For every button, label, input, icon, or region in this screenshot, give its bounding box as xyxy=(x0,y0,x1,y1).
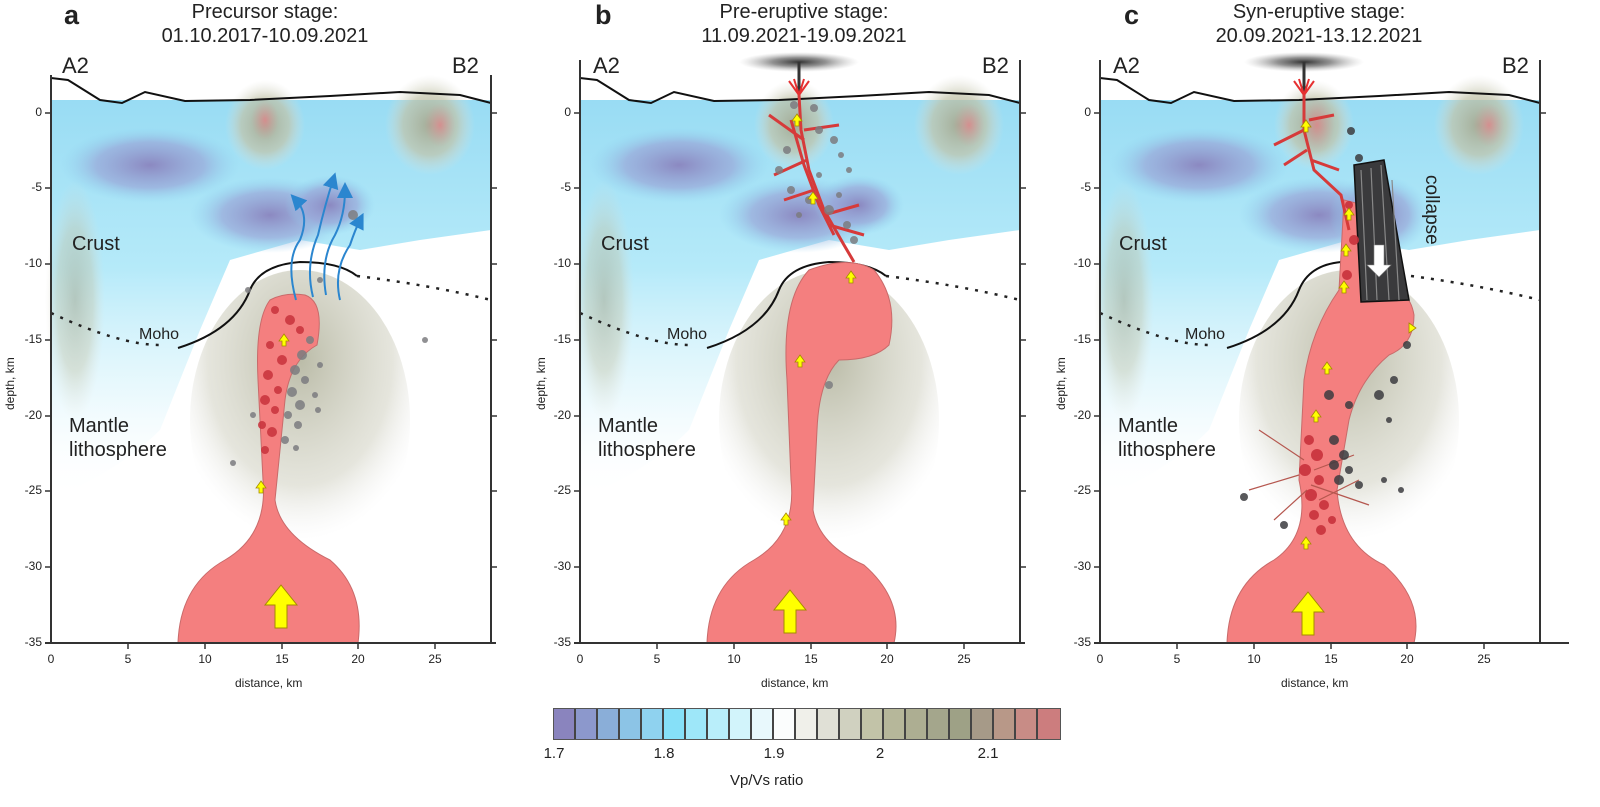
large-arrow-icon xyxy=(772,589,808,634)
endpoint-a2: A2 xyxy=(62,53,89,78)
colorbar-cell xyxy=(884,709,906,739)
small-arrow-icon xyxy=(1338,280,1350,294)
colorbar-cell xyxy=(752,709,774,739)
dike-network xyxy=(1273,95,1351,231)
colorbar-cell xyxy=(598,709,620,739)
stage-dates: 20.09.2021-13.12.2021 xyxy=(1215,25,1423,47)
small-arrow-icon xyxy=(1310,409,1322,423)
large-arrow-icon xyxy=(263,584,299,629)
cross-section-plot xyxy=(45,75,497,649)
small-arrow-icon xyxy=(1300,119,1312,133)
vpvs-colorbar xyxy=(553,708,1061,740)
small-arrow-icon xyxy=(1300,536,1312,550)
stage-dates: 11.09.2021-19.09.2021 xyxy=(701,25,907,47)
mantle-lithosphere-label: Mantle lithosphere xyxy=(1118,415,1216,461)
colorbar-cell xyxy=(1016,709,1038,739)
endpoint-b2: B2 xyxy=(982,53,1009,78)
colorbar-cell xyxy=(554,709,576,739)
grey-hypocenters xyxy=(775,101,858,389)
small-arrow-icon xyxy=(794,354,806,368)
colorbar-cell xyxy=(576,709,598,739)
colorbar-cell xyxy=(862,709,884,739)
cross-section-plot xyxy=(574,52,1026,649)
panel-letter: b xyxy=(595,0,612,30)
colorbar-cell xyxy=(1038,709,1060,739)
colorbar-cell xyxy=(796,709,818,739)
moho-label: Moho xyxy=(667,326,708,343)
crust-label: Crust xyxy=(1119,233,1167,255)
colorbar-cell xyxy=(730,709,752,739)
colorbar-cell xyxy=(994,709,1016,739)
collapse-block xyxy=(1353,159,1410,303)
small-arrow-icon xyxy=(780,512,792,526)
mantle-lithosphere-label: Mantle lithosphere xyxy=(598,415,696,461)
cross-section-plot xyxy=(1094,52,1569,649)
colorbar-cell xyxy=(774,709,796,739)
colorbar-cell xyxy=(972,709,994,739)
panel-letter: a xyxy=(64,0,80,30)
endpoint-a2: A2 xyxy=(593,53,620,78)
x-axis-label: distance, km xyxy=(235,676,303,690)
dark-hypocenters xyxy=(1240,127,1411,529)
stage-name: Pre-eruptive stage: xyxy=(719,1,889,23)
large-arrow-icon xyxy=(1290,591,1326,636)
crust-label: Crust xyxy=(72,233,120,255)
red-hypocenters xyxy=(258,306,304,454)
panel-letter: c xyxy=(1124,0,1140,30)
mantle-lithosphere-label: Mantle lithosphere xyxy=(69,415,167,461)
fluid-arrows xyxy=(290,172,364,301)
small-arrow-icon xyxy=(278,333,290,347)
colorbar-title: Vp/Vs ratio xyxy=(730,772,804,789)
colorbar-cell xyxy=(664,709,686,739)
small-arrow-icon xyxy=(1340,243,1352,257)
small-arrow-icon xyxy=(1343,207,1355,221)
panel-c: c Syn-eruptive stage: 20.09.2021-13.12.2… xyxy=(1049,0,1569,700)
y-axis-label: depth, km xyxy=(534,357,548,410)
colorbar-cell xyxy=(708,709,730,739)
small-arrow-icon xyxy=(255,480,267,494)
endpoint-a2: A2 xyxy=(1113,53,1140,78)
colorbar-cell xyxy=(840,709,862,739)
y-axis-label: depth, km xyxy=(3,357,17,410)
colorbar-cell xyxy=(906,709,928,739)
small-arrow-icon xyxy=(845,270,857,284)
colorbar-cell xyxy=(642,709,664,739)
small-arrow-icon xyxy=(1408,322,1417,334)
crust-label: Crust xyxy=(601,233,649,255)
moho-label: Moho xyxy=(1185,326,1226,343)
panel-a: a Precursor stage: 01.10.2017-10.09.2021 xyxy=(0,0,520,700)
mantle-dikes xyxy=(1248,429,1370,521)
down-arrow-icon xyxy=(1366,244,1392,278)
x-axis-label: distance, km xyxy=(761,676,829,690)
colorbar-cell xyxy=(620,709,642,739)
panel-title: Syn-eruptive stage: 20.09.2021-13.12.202… xyxy=(1169,0,1469,48)
dike-network xyxy=(768,94,865,263)
colorbar-cell xyxy=(928,709,950,739)
y-axis-label: depth, km xyxy=(1054,357,1068,410)
x-axis-label: distance, km xyxy=(1281,676,1349,690)
colorbar-cell xyxy=(950,709,972,739)
panel-b: b Pre-eruptive stage: 11.09.2021-19.09.2… xyxy=(529,0,1049,700)
stage-dates: 01.10.2017-10.09.2021 xyxy=(161,25,369,47)
panel-title: Precursor stage: 01.10.2017-10.09.2021 xyxy=(115,0,415,48)
moho-label: Moho xyxy=(139,326,180,343)
colorbar-cell xyxy=(818,709,840,739)
stage-name: Syn-eruptive stage: xyxy=(1232,1,1406,23)
colorbar-cell xyxy=(686,709,708,739)
endpoint-b2: B2 xyxy=(1502,53,1529,78)
small-arrow-icon xyxy=(1321,361,1333,375)
collapse-label: collapse xyxy=(1421,175,1442,245)
stage-name: Precursor stage: xyxy=(191,1,339,23)
red-hypocenters xyxy=(1299,201,1359,535)
small-arrow-icon xyxy=(807,191,819,205)
endpoint-b2: B2 xyxy=(452,53,479,78)
panel-title: Pre-eruptive stage: 11.09.2021-19.09.202… xyxy=(654,0,954,48)
small-arrow-icon xyxy=(791,113,803,127)
